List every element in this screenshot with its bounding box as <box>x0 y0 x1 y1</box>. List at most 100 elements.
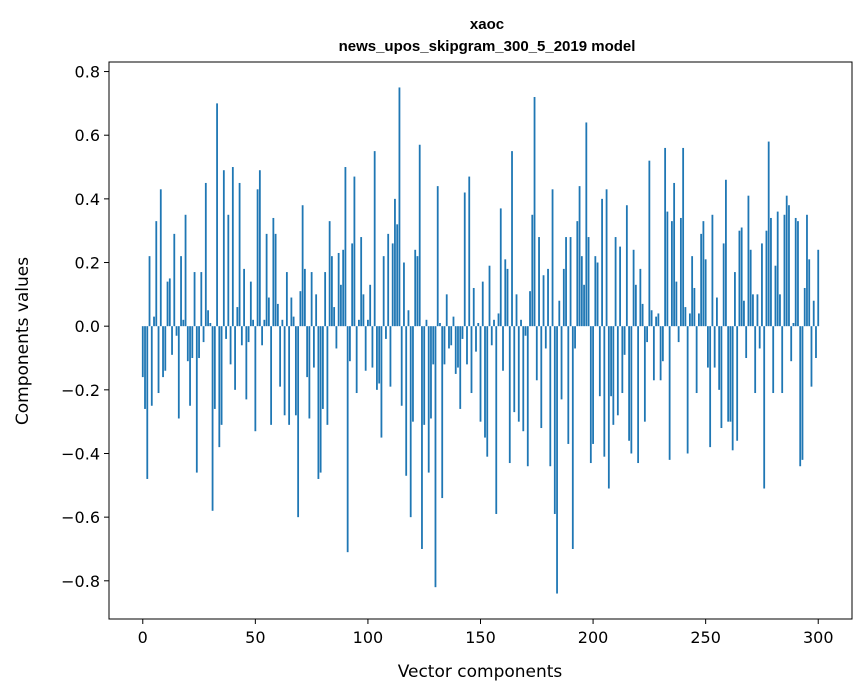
bar-202 <box>596 262 599 327</box>
bar-299 <box>815 326 817 359</box>
bar-243 <box>688 313 691 327</box>
bar-70 <box>299 291 302 327</box>
bar-41 <box>234 326 236 390</box>
bar-179 <box>544 326 547 349</box>
bar-260 <box>727 326 730 422</box>
bar-213 <box>621 326 624 394</box>
bar-178 <box>542 275 545 327</box>
bar-43 <box>238 182 241 327</box>
bar-253 <box>711 214 714 327</box>
bar-87 <box>337 252 340 327</box>
bar-47 <box>247 326 250 343</box>
chart-subtitle: news_upos_skipgram_300_5_2019 model <box>339 38 636 55</box>
bar-183 <box>553 326 556 514</box>
bar-249 <box>702 221 705 327</box>
bar-300 <box>817 249 820 327</box>
bar-294 <box>803 287 806 327</box>
bar-155 <box>490 326 493 346</box>
bar-168 <box>520 319 522 327</box>
bar-67 <box>292 316 295 327</box>
bar-250 <box>704 259 707 327</box>
bar-275 <box>761 243 763 327</box>
bar-270 <box>749 249 752 327</box>
bar-4 <box>150 326 153 406</box>
bar-181 <box>549 326 552 467</box>
bar-22 <box>191 326 194 359</box>
bar-25 <box>198 326 200 359</box>
bar-291 <box>797 221 799 327</box>
bar-267 <box>743 300 745 327</box>
bar-199 <box>589 326 592 464</box>
bar-62 <box>281 319 284 327</box>
bar-14 <box>173 233 176 327</box>
bar-56 <box>267 297 270 327</box>
bar-123 <box>418 144 421 327</box>
bar-241 <box>684 307 687 327</box>
bar-236 <box>673 182 676 327</box>
bar-131 <box>436 186 439 327</box>
bar-28 <box>204 182 207 327</box>
y-axis-ticks: −0.8 −0.6 −0.4 −0.2 0.0 0.2 0.4 0.6 0.8 <box>61 63 109 591</box>
x-axis-label: Vector components <box>398 662 563 682</box>
bar-121 <box>414 249 417 327</box>
bar-91 <box>346 326 349 553</box>
bar-86 <box>335 326 338 349</box>
bar-139 <box>454 326 457 374</box>
bar-75 <box>310 272 313 327</box>
bar-189 <box>567 326 570 444</box>
y-tick-label: −0.2 <box>61 381 100 400</box>
bar-133 <box>441 326 444 499</box>
bar-124 <box>421 326 423 549</box>
bar-113 <box>396 224 399 327</box>
bar-157 <box>495 326 498 514</box>
bar-7 <box>157 326 160 394</box>
bar-219 <box>634 284 637 327</box>
bar-152 <box>484 326 486 438</box>
bar-49 <box>252 319 254 327</box>
bar-54 <box>263 319 266 327</box>
bar-142 <box>461 326 464 339</box>
bar-174 <box>533 97 536 327</box>
bar-64 <box>285 272 288 327</box>
bar-140 <box>457 326 459 368</box>
bar-24 <box>195 326 198 473</box>
x-tick-label: 250 <box>690 628 721 647</box>
bar-160 <box>502 326 504 371</box>
bar-143 <box>463 192 466 327</box>
bar-149 <box>477 322 480 327</box>
y-tick-label: 0.2 <box>75 254 100 273</box>
bar-65 <box>288 326 291 425</box>
bar-76 <box>312 326 315 368</box>
bar-35 <box>220 326 223 425</box>
bar-254 <box>713 326 716 368</box>
bar-172 <box>529 291 531 327</box>
bar-148 <box>475 326 477 352</box>
bar-20 <box>186 326 189 362</box>
bar-198 <box>587 237 590 327</box>
bar-208 <box>610 326 612 397</box>
bar-285 <box>783 214 786 327</box>
bar-17 <box>180 256 182 327</box>
bar-256 <box>718 326 721 390</box>
bar-89 <box>342 249 345 327</box>
x-tick-label: 300 <box>803 628 834 647</box>
bar-235 <box>670 221 673 327</box>
bar-188 <box>565 237 567 327</box>
bar-125 <box>423 326 426 425</box>
bar-15 <box>175 326 178 336</box>
bar-92 <box>349 326 351 362</box>
x-tick-label: 200 <box>578 628 609 647</box>
bar-130 <box>434 326 437 588</box>
bar-11 <box>166 281 169 327</box>
bar-187 <box>562 268 565 327</box>
bar-227 <box>652 326 655 381</box>
bar-251 <box>707 326 709 368</box>
bar-161 <box>504 259 507 327</box>
bar-112 <box>394 198 396 327</box>
bar-169 <box>522 326 525 432</box>
bar-232 <box>664 147 667 327</box>
bar-118 <box>407 310 410 327</box>
bar-229 <box>657 313 660 327</box>
bar-247 <box>698 313 700 327</box>
bar-129 <box>432 326 435 365</box>
